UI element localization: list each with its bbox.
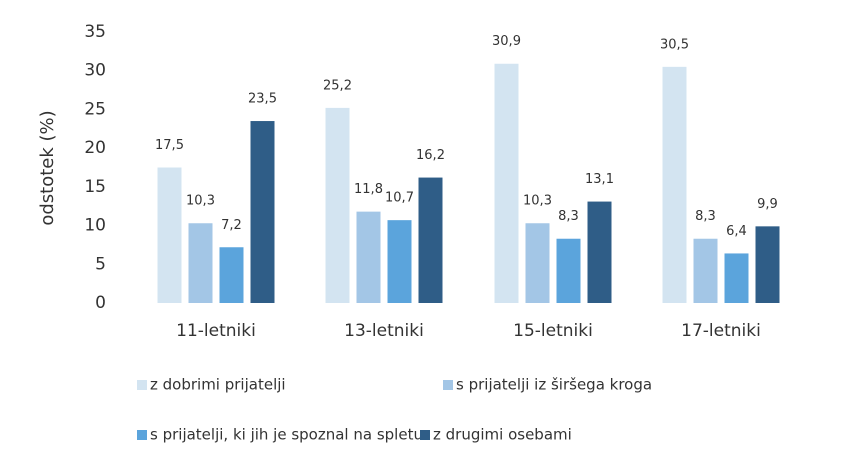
y-tick-label: 35 (84, 22, 106, 42)
x-tick-label: 11-letniki (176, 321, 256, 341)
value-label: 30,5 (660, 37, 689, 52)
y-tick-label: 15 (84, 177, 106, 197)
bar (525, 223, 550, 303)
bar (724, 253, 749, 303)
y-tick-label: 10 (84, 216, 106, 236)
legend-label: s prijatelji iz širšega kroga (456, 376, 652, 394)
bar (418, 177, 443, 303)
value-label: 10,3 (186, 194, 215, 209)
legend-swatch (137, 430, 147, 440)
bar (157, 167, 182, 303)
bar (556, 238, 581, 303)
value-label: 8,3 (558, 209, 579, 224)
y-tick-label: 25 (84, 99, 106, 119)
value-label: 7,2 (221, 218, 242, 233)
bar (662, 66, 687, 303)
x-tick-label: 15-letniki (513, 321, 593, 341)
legend-label: z drugimi osebami (433, 426, 572, 444)
legend-swatch (420, 430, 430, 440)
legend-swatch (443, 380, 453, 390)
bar (693, 238, 718, 303)
value-label: 9,9 (757, 197, 778, 212)
value-label: 25,2 (323, 78, 352, 93)
legend-label: s prijatelji, ki jih je spoznal na splet… (150, 426, 423, 444)
y-axis-label: odstotek (%) (37, 110, 58, 225)
value-label: 10,3 (523, 194, 552, 209)
value-label: 16,2 (416, 148, 445, 163)
bar (755, 226, 780, 303)
value-label: 13,1 (585, 172, 614, 187)
bar (325, 107, 350, 303)
y-tick-label: 0 (95, 293, 106, 313)
bar (387, 220, 412, 303)
y-tick-label: 5 (95, 254, 106, 274)
value-label: 17,5 (155, 138, 184, 153)
value-label: 8,3 (695, 209, 716, 224)
legend-label: z dobrimi prijatelji (150, 376, 286, 394)
bar (587, 201, 612, 303)
bar (494, 63, 519, 304)
value-label: 23,5 (248, 92, 277, 107)
value-label: 6,4 (726, 224, 747, 239)
value-label: 30,9 (492, 34, 521, 49)
x-tick-label: 17-letniki (681, 321, 761, 341)
bar (188, 223, 213, 303)
legend-swatch (137, 380, 147, 390)
x-tick-label: 13-letniki (344, 321, 424, 341)
value-label: 10,7 (385, 191, 414, 206)
bar (250, 121, 275, 304)
y-tick-label: 30 (84, 61, 106, 81)
y-tick-label: 20 (84, 138, 106, 158)
value-label: 11,8 (354, 182, 383, 197)
bar (219, 247, 244, 303)
bar (356, 211, 381, 303)
